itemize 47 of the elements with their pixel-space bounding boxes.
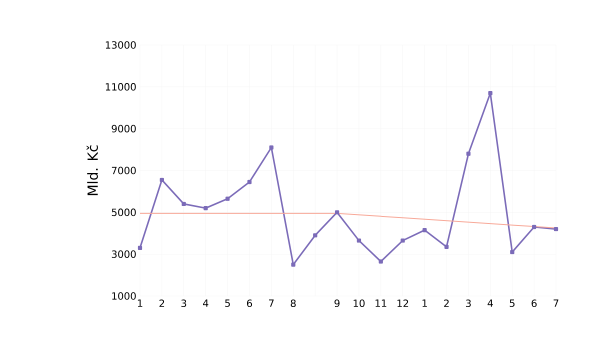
x-tick-label: 4	[488, 300, 493, 307]
x-tick-label: 3	[181, 300, 186, 308]
point	[269, 145, 274, 150]
point	[247, 180, 252, 184]
point	[532, 224, 536, 230]
point	[334, 210, 340, 214]
point	[466, 152, 471, 156]
point	[291, 262, 296, 267]
point	[204, 206, 208, 210]
point	[554, 226, 558, 232]
point	[378, 259, 383, 264]
point	[160, 178, 164, 182]
x-tick-label: 3	[466, 300, 471, 308]
y-tick-label: 5000	[112, 208, 136, 216]
x-tick-label: 2	[159, 300, 164, 307]
y-tick-label: 3000	[112, 250, 136, 258]
x-tick-label: 2	[444, 300, 449, 307]
point	[182, 202, 186, 206]
x-tick-label: 5	[225, 300, 230, 307]
point	[444, 244, 449, 249]
x-tick-label: 5	[510, 300, 515, 307]
x-tick-label: 9	[334, 300, 340, 308]
point	[510, 250, 514, 254]
y-axis-title: Mld. Kč	[86, 145, 98, 196]
point	[225, 196, 230, 201]
x-tick-label: 1	[138, 300, 142, 307]
point	[356, 238, 362, 243]
x-tick-label: 12	[397, 300, 408, 307]
y-tick-label: 13000	[106, 41, 136, 49]
point	[138, 246, 142, 250]
x-tick-label: 10	[354, 300, 365, 308]
x-tick-label: 6	[532, 300, 537, 308]
x-tick-label: 7	[269, 300, 274, 307]
y-tick-label: 7000	[112, 166, 136, 174]
x-tick-label: 1	[422, 300, 427, 307]
point	[422, 228, 427, 232]
y-tick-label: 9000	[112, 124, 136, 132]
x-tick-label: 8	[290, 300, 296, 308]
x-tick-label: 7	[554, 300, 558, 307]
x-tick-label: 6	[247, 300, 252, 308]
point	[488, 91, 492, 96]
point	[400, 238, 405, 243]
x-tick-label: 4	[203, 300, 208, 307]
y-tick-label: 1000	[112, 292, 136, 300]
point	[313, 233, 318, 238]
x-tick-label: 11	[376, 300, 386, 307]
y-tick-label: 11000	[106, 83, 136, 91]
